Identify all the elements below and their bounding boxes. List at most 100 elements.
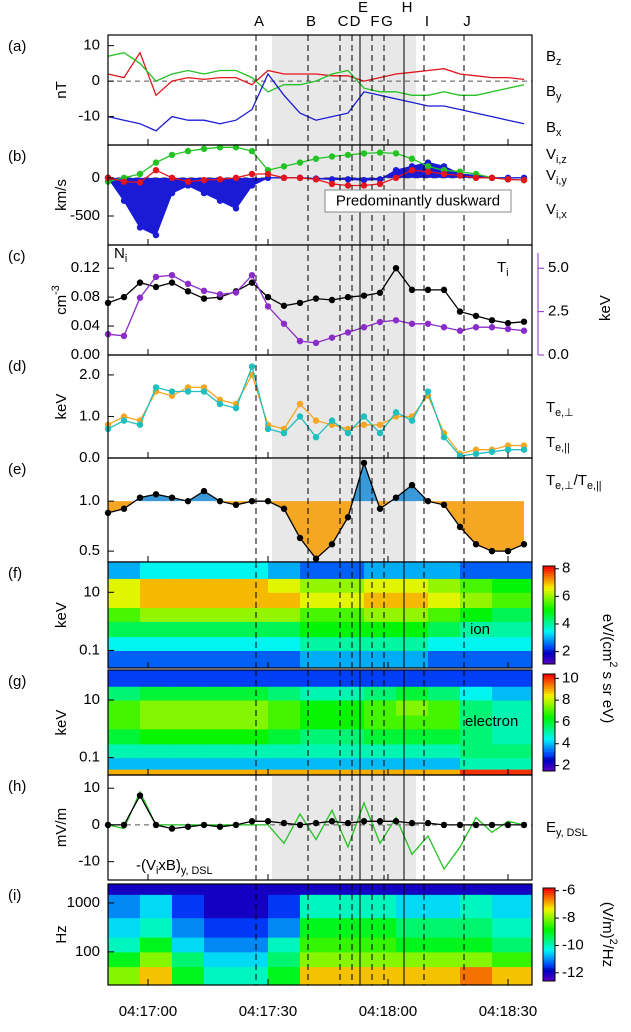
panel-frame xyxy=(107,561,533,669)
data-point xyxy=(360,324,368,331)
data-point xyxy=(440,821,448,829)
spectrogram-cell xyxy=(172,894,205,919)
spectrogram-cell xyxy=(140,757,173,770)
spectrogram-cell xyxy=(364,894,397,919)
area-fill xyxy=(284,501,300,538)
label-part: y, DSL xyxy=(556,827,588,839)
event-label: C xyxy=(338,13,349,30)
data-point xyxy=(200,487,208,495)
data-point xyxy=(312,555,320,562)
data-point xyxy=(184,280,192,288)
data-point xyxy=(184,823,192,830)
colorbar-step xyxy=(543,922,555,926)
spectrogram-cell xyxy=(428,937,461,953)
colorbar-step xyxy=(543,720,555,723)
y2-tick-label: 2.5 xyxy=(548,303,569,320)
data-point xyxy=(264,497,272,505)
spectrogram-cell xyxy=(172,937,205,953)
event-label: D xyxy=(350,13,361,30)
y-axis-label: keV xyxy=(53,710,70,736)
spectrogram-cell xyxy=(492,769,533,776)
spectrogram-cell xyxy=(236,966,269,986)
spectrogram-cell xyxy=(236,728,269,745)
spectrogram-cell xyxy=(108,769,141,776)
data-point xyxy=(472,450,480,458)
data-point xyxy=(520,821,528,829)
spectrogram-cell xyxy=(236,917,269,938)
data-point xyxy=(344,329,352,336)
label-part: B xyxy=(546,83,556,100)
spectrogram-cell xyxy=(428,578,461,593)
label-part: B xyxy=(546,119,556,136)
colorbar-step xyxy=(543,729,555,733)
colorbar-step xyxy=(543,710,555,714)
colorbar-step xyxy=(543,629,555,633)
colorbar-step xyxy=(543,892,555,896)
spectrogram-cell xyxy=(428,650,461,669)
data-point xyxy=(408,166,416,174)
label-part: i,y xyxy=(556,175,567,187)
colorbar-step xyxy=(543,960,555,963)
spectrogram-cell xyxy=(300,592,333,609)
label-part: eV/(cm xyxy=(599,614,616,662)
spectrogram-cell xyxy=(300,894,333,919)
colorbar-step xyxy=(543,705,555,709)
data-point xyxy=(408,286,416,294)
spectrogram-cell xyxy=(268,607,301,622)
y-tick-label: 1.0 xyxy=(79,492,100,509)
colorbar-step xyxy=(543,681,555,685)
data-point xyxy=(360,459,368,467)
spectrogram-cell xyxy=(492,636,533,651)
spectrogram-cell xyxy=(300,562,333,579)
data-point xyxy=(312,819,320,827)
data-point xyxy=(424,163,432,170)
colorbar-tick-label: 2 xyxy=(562,643,570,660)
colorbar-step xyxy=(543,925,555,929)
colorbar-step xyxy=(543,946,555,949)
data-point xyxy=(344,182,352,189)
data-point xyxy=(328,180,336,188)
spectrogram-cell xyxy=(332,769,365,776)
data-point xyxy=(296,337,304,345)
spectrogram-cell xyxy=(492,670,533,687)
spectrogram-cell xyxy=(492,966,533,986)
colorbar-step xyxy=(543,904,555,908)
colorbar-tick-label: 8 xyxy=(562,691,570,708)
colorbar-step xyxy=(543,732,555,736)
spectrogram-cell xyxy=(236,757,269,770)
data-point xyxy=(248,170,256,178)
colorbar-step xyxy=(543,600,555,604)
colorbar-step xyxy=(543,962,555,966)
data-point xyxy=(504,319,512,327)
spectrogram-cell xyxy=(204,966,237,986)
data-point xyxy=(200,295,208,302)
data-point xyxy=(488,317,496,324)
data-point xyxy=(408,481,416,489)
colorbar-label: eV/(cm2 s sr eV) xyxy=(599,614,619,723)
spectrogram-cell xyxy=(460,686,493,701)
spectrogram-cell xyxy=(268,592,301,609)
label-part: s sr eV) xyxy=(599,667,616,723)
spectrogram-cell xyxy=(172,592,205,609)
spectrogram-cell xyxy=(428,715,461,730)
y-axis-label: nT xyxy=(53,81,70,99)
colorbar-step xyxy=(543,746,555,750)
spectrogram-cell xyxy=(140,894,173,919)
label-part: 2 xyxy=(607,939,619,945)
y-tick-label: 0.5 xyxy=(79,542,100,559)
spectrogram-cell xyxy=(492,686,533,701)
spectrogram-cell xyxy=(300,715,333,730)
area-fill xyxy=(156,494,172,502)
spectrogram-cell xyxy=(108,592,141,609)
spectrogram-cell xyxy=(428,607,461,622)
colorbar-step xyxy=(543,659,555,663)
data-point xyxy=(168,279,176,286)
label-part: i,x xyxy=(556,209,567,221)
legend-label: Ey, DSL xyxy=(546,819,588,839)
spectrogram-cell xyxy=(364,700,397,716)
spectrogram-cell xyxy=(460,917,493,938)
area-fill xyxy=(460,501,476,545)
data-point xyxy=(504,325,512,333)
colorbar-step xyxy=(543,915,555,919)
data-point xyxy=(280,429,288,437)
